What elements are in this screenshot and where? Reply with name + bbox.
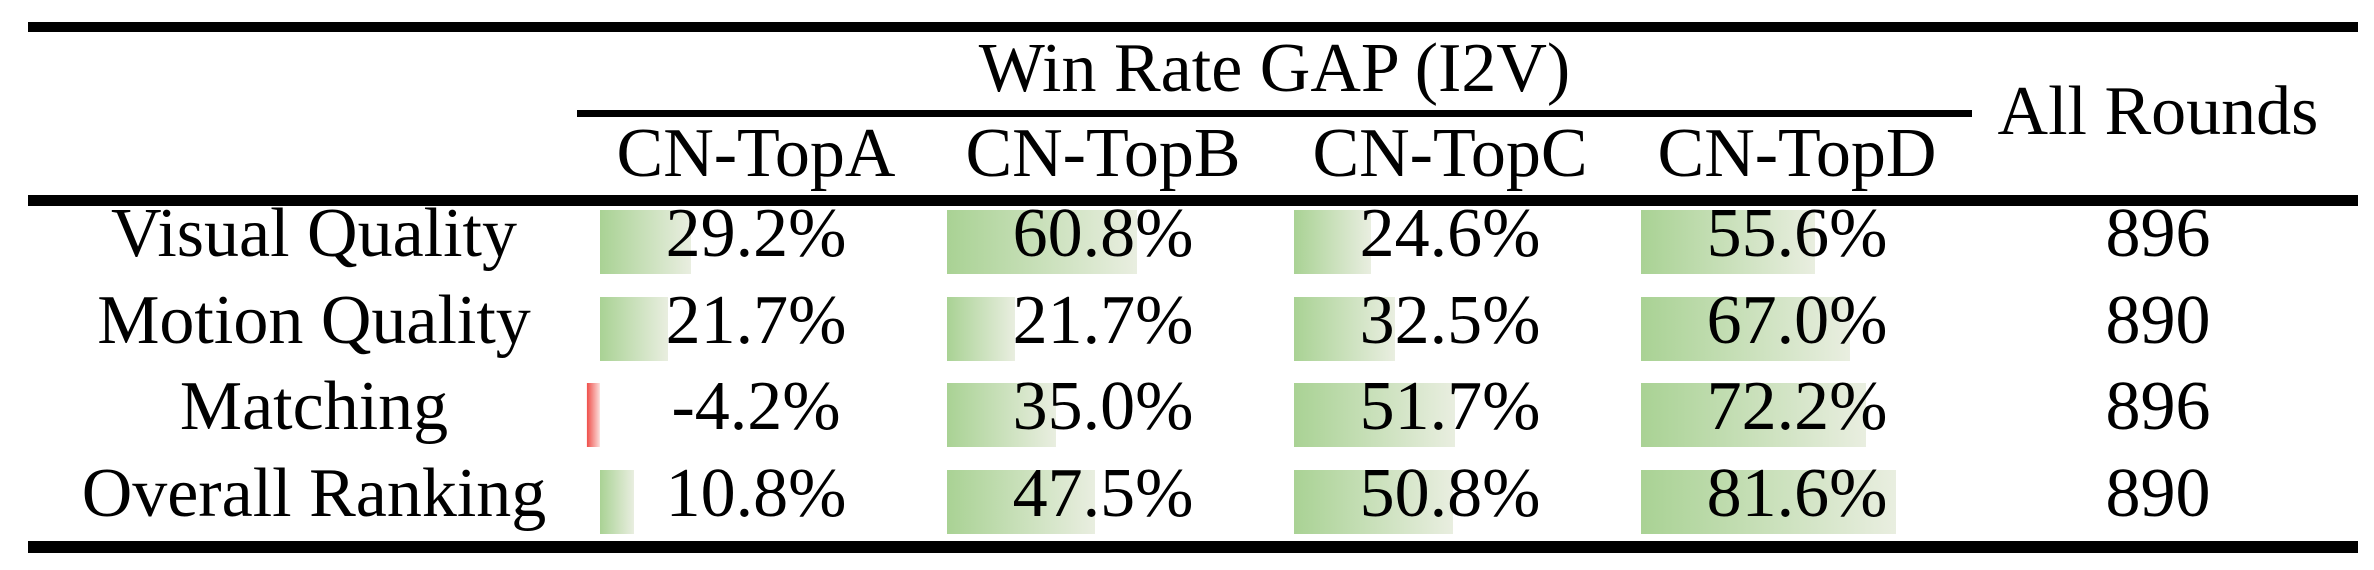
table-rule-gap-underline — [577, 110, 1972, 117]
value-cell: 67.0% — [1641, 282, 1953, 361]
value-text: 21.7% — [1012, 282, 1194, 359]
value-text: 67.0% — [1706, 282, 1888, 359]
value-text: 72.2% — [1706, 368, 1888, 445]
data-bar — [1641, 297, 1850, 361]
value-cell: 21.7% — [600, 282, 912, 361]
column-header-cn-topd: CN-TopD — [1657, 115, 1937, 192]
data-bar — [600, 297, 668, 361]
value-cell: 55.6% — [1641, 195, 1953, 274]
table-rule-header — [28, 195, 2358, 206]
data-bar — [1641, 470, 1896, 534]
data-bar — [1294, 210, 1371, 274]
all-rounds-value: 896 — [2105, 195, 2211, 272]
data-bar — [947, 210, 1137, 274]
value-cell: 51.7% — [1294, 368, 1606, 447]
value-text: 81.6% — [1706, 455, 1888, 532]
column-header-cn-topb: CN-TopB — [965, 115, 1241, 192]
value-cell: 50.8% — [1294, 455, 1606, 534]
all-rounds-value: 890 — [2105, 282, 2211, 359]
table-row: Motion Quality 21.7% 21.7% 32.5% 67.0% 8… — [0, 286, 2374, 372]
data-bar — [947, 470, 1096, 534]
value-text: 50.8% — [1359, 455, 1541, 532]
value-cell: 35.0% — [947, 368, 1259, 447]
value-cell: 81.6% — [1641, 455, 1953, 534]
data-bar — [1294, 383, 1456, 447]
table-rule-top — [28, 22, 2358, 32]
value-cell: 29.2% — [600, 195, 912, 274]
column-header-all-rounds: All Rounds — [1997, 72, 2319, 150]
value-cell: 21.7% — [947, 282, 1259, 361]
value-cell: 60.8% — [947, 195, 1259, 274]
value-text: 55.6% — [1706, 195, 1888, 272]
row-label: Motion Quality — [97, 282, 531, 359]
data-bar — [586, 383, 600, 447]
data-bar — [1294, 470, 1453, 534]
value-text: 10.8% — [665, 455, 847, 532]
data-bar — [947, 383, 1057, 447]
value-text: 51.7% — [1359, 368, 1541, 445]
value-text: -4.2% — [671, 368, 841, 445]
value-text: 29.2% — [665, 195, 847, 272]
row-label: Visual Quality — [110, 195, 518, 272]
table-rule-bottom — [28, 541, 2358, 553]
table-row: Visual Quality 29.2% 60.8% 24.6% 55.6% 8… — [0, 199, 2374, 285]
data-bar — [600, 470, 634, 534]
value-text: 21.7% — [665, 282, 847, 359]
data-bar — [1641, 210, 1815, 274]
data-bar — [1294, 297, 1396, 361]
row-label: Matching — [179, 368, 449, 445]
table-row: Overall Ranking 10.8% 47.5% 50.8% 81.6% … — [0, 459, 2374, 545]
value-text: 32.5% — [1359, 282, 1541, 359]
value-cell: -4.2% — [586, 368, 912, 447]
data-bar — [1641, 383, 1867, 447]
value-cell: 10.8% — [600, 455, 912, 534]
column-header-cn-topa: CN-TopA — [616, 115, 896, 192]
column-header-cn-topc: CN-TopC — [1312, 115, 1588, 192]
value-text: 47.5% — [1012, 455, 1194, 532]
value-text: 35.0% — [1012, 368, 1194, 445]
all-rounds-value: 896 — [2105, 368, 2211, 445]
data-bar — [600, 210, 692, 274]
table-row: Matching -4.2% 35.0% 51.7% 72.2% 896 — [0, 372, 2374, 458]
row-label: Overall Ranking — [81, 455, 547, 532]
all-rounds-value: 890 — [2105, 455, 2211, 532]
value-text: 60.8% — [1012, 195, 1194, 272]
value-text: 24.6% — [1359, 195, 1541, 272]
data-bar — [947, 297, 1015, 361]
table-title: Win Rate GAP (I2V) — [978, 30, 1571, 107]
value-cell: 32.5% — [1294, 282, 1606, 361]
value-cell: 24.6% — [1294, 195, 1606, 274]
value-cell: 72.2% — [1641, 368, 1953, 447]
value-cell: 47.5% — [947, 455, 1259, 534]
